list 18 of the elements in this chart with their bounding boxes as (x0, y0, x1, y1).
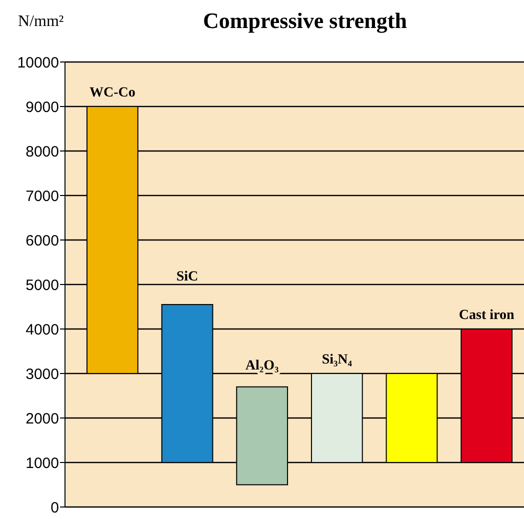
x-tick-label: Cast iron (458, 308, 514, 323)
y-tick-label: 8000 (26, 143, 59, 160)
x-tick-label: Al₂O₃ (245, 358, 279, 374)
chart-title: Compressive strength (203, 8, 407, 33)
x-tick-label: Si₃N₄ (322, 352, 353, 368)
y-tick-label: 5000 (26, 276, 59, 294)
y-tick-label: 0 (50, 499, 59, 516)
y-tick-label: 6000 (26, 232, 59, 250)
y-tick-label: 10000 (17, 54, 59, 72)
y-tick-label: 9000 (26, 98, 59, 116)
y-tick-label: 2000 (26, 410, 59, 428)
y-tick-label: 4000 (26, 321, 59, 338)
x-tick-label: SiC (176, 270, 198, 284)
y-tick-label: 1000 (26, 454, 59, 472)
y-tick-label: 3000 (26, 366, 59, 383)
x-tick-label: WC-Co (89, 86, 136, 100)
y-tick-label: 7000 (26, 188, 59, 205)
y-axis-title: N/mm² (18, 13, 64, 30)
